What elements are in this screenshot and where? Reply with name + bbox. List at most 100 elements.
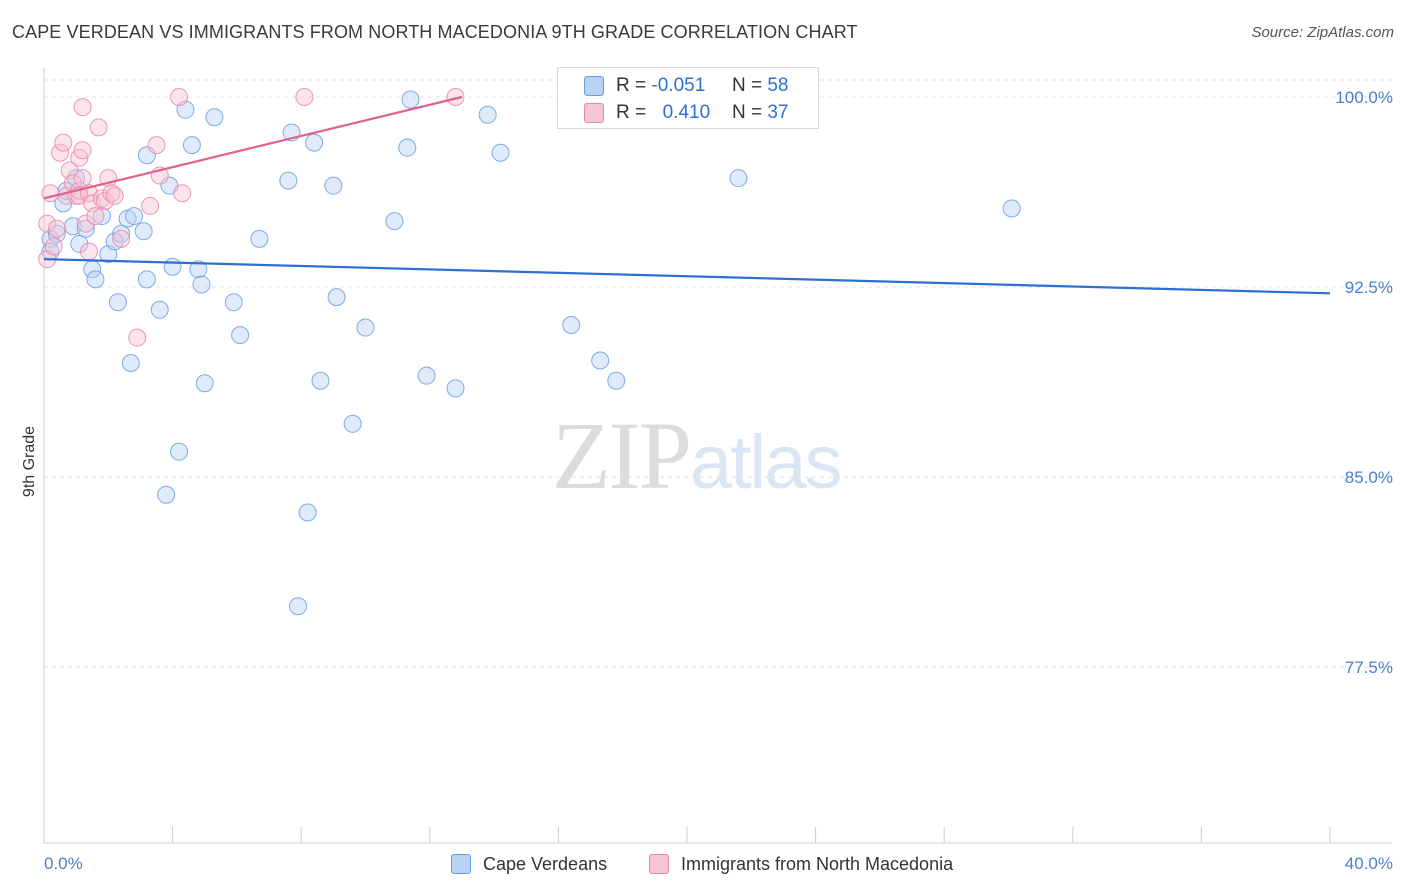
data-point [324, 176, 343, 195]
n-value: 37 [767, 102, 789, 123]
n-label: N = [731, 102, 763, 123]
data-point [89, 118, 108, 137]
data-point [446, 88, 465, 106]
data-point [70, 234, 89, 253]
data-point [137, 270, 156, 289]
series-cape-verdeans [41, 90, 1021, 616]
legend-swatch-blue [451, 854, 471, 874]
data-point [173, 184, 192, 203]
data-point [150, 300, 169, 319]
data-point [205, 108, 224, 127]
data-point [478, 105, 497, 124]
data-point [305, 133, 324, 152]
series-north-macedonia [38, 88, 465, 347]
y-tick-label: 100.0% [1335, 88, 1393, 107]
data-point [125, 207, 144, 226]
data-point [562, 316, 581, 334]
data-point [73, 169, 92, 188]
data-point [170, 442, 189, 461]
data-point [491, 143, 510, 162]
legend-swatch-pink [584, 103, 604, 123]
data-point [102, 184, 121, 203]
x-tick-label: 40.0% [1345, 854, 1393, 873]
data-point [86, 207, 105, 226]
data-point [76, 219, 95, 238]
data-point [417, 366, 436, 385]
n-label: N = [731, 75, 763, 96]
axes [43, 68, 1392, 844]
data-point [147, 136, 166, 155]
data-point [44, 237, 63, 256]
data-point [327, 288, 346, 307]
data-point [38, 214, 57, 233]
r-label: R = [616, 75, 647, 96]
data-point [591, 351, 610, 370]
data-point [231, 326, 250, 345]
data-point [86, 270, 105, 289]
legend-label: Immigrants from North Macedonia [681, 853, 954, 874]
y-tick-label: 92.5% [1345, 278, 1393, 297]
grid-lines [44, 79, 1392, 668]
y-tick-label: 85.0% [1345, 468, 1393, 487]
data-point [385, 212, 404, 231]
trend-line [43, 258, 1331, 295]
r-value: -0.051 [651, 75, 706, 96]
data-point [401, 90, 420, 109]
r-label: R = [616, 102, 647, 123]
data-point [250, 229, 269, 248]
r-value: 0.410 [662, 102, 711, 123]
n-value: 58 [767, 75, 789, 96]
data-point [398, 138, 417, 157]
data-point [189, 260, 208, 279]
data-point [295, 88, 314, 106]
data-point [170, 88, 189, 106]
y-tick-label: 77.5% [1345, 658, 1393, 677]
data-point [112, 224, 131, 243]
data-point [163, 257, 182, 276]
data-point [224, 293, 243, 312]
data-point [141, 196, 160, 215]
data-point [157, 485, 176, 504]
stats-legend: R = -0.051 N = 58 R = 0.410 N = 37 [557, 67, 819, 129]
data-point [137, 146, 156, 165]
legend-item-north-macedonia[interactable]: Immigrants from North Macedonia [649, 852, 953, 876]
data-point [356, 318, 375, 337]
legend-swatch-pink [649, 854, 669, 874]
data-point [108, 293, 127, 312]
data-point [96, 191, 115, 210]
legend-label: Cape Verdeans [483, 853, 608, 874]
legend-item-cape-verdeans[interactable]: Cape Verdeans [451, 852, 607, 876]
data-point [343, 414, 362, 433]
data-point [51, 143, 70, 162]
data-point [1002, 199, 1021, 218]
data-point [128, 328, 147, 347]
data-point [446, 379, 465, 398]
data-point [134, 222, 153, 241]
data-point [80, 242, 99, 261]
data-point [92, 207, 111, 226]
data-point [192, 275, 211, 294]
data-point [105, 186, 124, 205]
data-point [47, 219, 66, 238]
stats-row-north-macedonia: R = 0.410 N = 37 [584, 100, 788, 126]
data-point [298, 503, 317, 522]
data-point [73, 141, 92, 160]
legend-swatch-blue [584, 76, 604, 96]
data-point [112, 229, 131, 248]
data-point [729, 169, 748, 188]
watermark-atlas: atlas [690, 420, 843, 505]
data-point [311, 371, 330, 390]
tick-labels: 100.0% 92.5% 85.0% 77.5% 0.0% 40.0% 9th Grade [21, 88, 1393, 873]
data-point [288, 597, 307, 616]
trend-line [43, 95, 463, 200]
data-point [607, 371, 626, 390]
stats-row-cape-verdeans: R = -0.051 N = 58 [584, 73, 788, 99]
data-point [54, 133, 73, 152]
data-point [76, 214, 95, 233]
data-point [73, 98, 92, 117]
data-point [182, 136, 201, 155]
data-point [121, 354, 140, 372]
x-tick-label: 0.0% [44, 854, 83, 873]
watermark: ZIPatlas [552, 400, 843, 511]
